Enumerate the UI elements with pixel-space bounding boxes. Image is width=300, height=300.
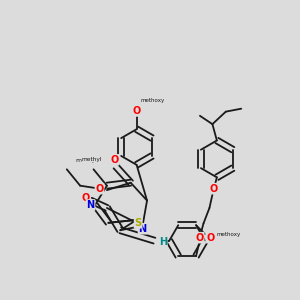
- Text: N: N: [86, 200, 94, 210]
- Text: N: N: [139, 224, 147, 234]
- Text: O: O: [133, 106, 141, 116]
- Text: S: S: [134, 218, 142, 228]
- Text: methoxy: methoxy: [216, 232, 241, 237]
- Text: O: O: [95, 184, 104, 194]
- Text: O: O: [210, 184, 218, 194]
- Text: methoxy: methoxy: [140, 98, 164, 104]
- Text: O: O: [196, 233, 204, 243]
- Text: H: H: [159, 237, 167, 247]
- Text: O: O: [110, 155, 118, 165]
- Text: O: O: [206, 233, 214, 243]
- Text: methyl: methyl: [82, 157, 102, 162]
- Text: O: O: [82, 193, 90, 202]
- Text: methyl: methyl: [75, 158, 97, 163]
